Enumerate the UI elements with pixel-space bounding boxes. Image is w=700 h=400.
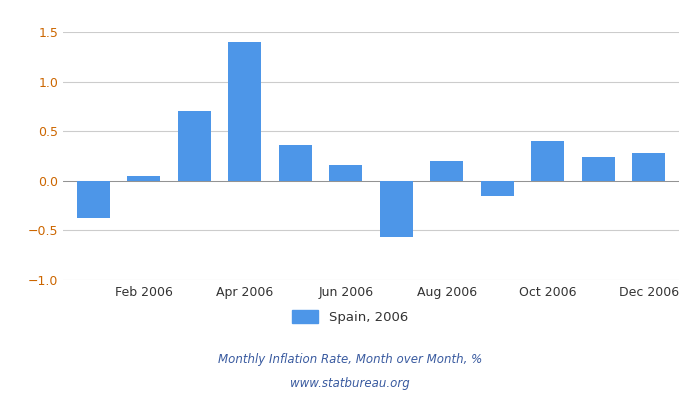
Bar: [531, 141, 564, 181]
Bar: [632, 153, 665, 181]
Text: www.statbureau.org: www.statbureau.org: [290, 378, 410, 390]
Bar: [430, 161, 463, 181]
Bar: [481, 181, 514, 196]
Bar: [279, 145, 312, 181]
Legend: Spain, 2006: Spain, 2006: [286, 304, 414, 329]
Bar: [77, 181, 110, 218]
Bar: [127, 176, 160, 181]
Bar: [582, 157, 615, 181]
Bar: [228, 42, 261, 181]
Bar: [329, 165, 362, 181]
Bar: [178, 111, 211, 181]
Text: Monthly Inflation Rate, Month over Month, %: Monthly Inflation Rate, Month over Month…: [218, 354, 482, 366]
Bar: [380, 181, 413, 237]
